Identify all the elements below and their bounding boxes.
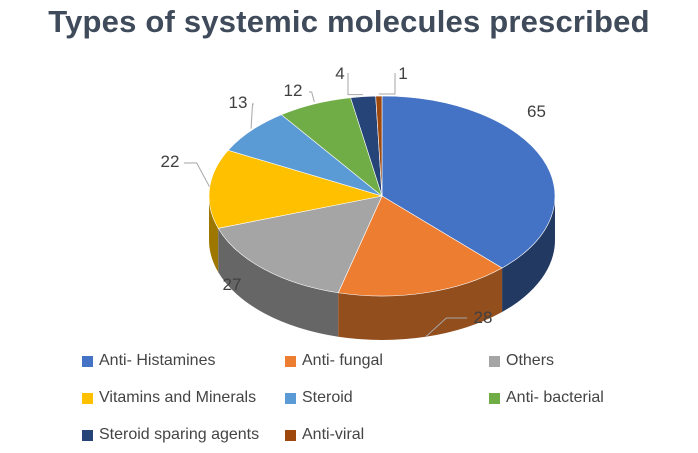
- pie-slice: [375, 95, 383, 197]
- leader-line: [425, 317, 467, 338]
- pie-slice: [337, 195, 503, 297]
- legend-label: Anti- fungal: [302, 352, 383, 369]
- data-label: 28: [474, 308, 493, 327]
- legend-swatch: [489, 355, 500, 367]
- pie-side-wall: [209, 196, 219, 273]
- pie-side-wall: [218, 228, 339, 337]
- data-label: 22: [161, 152, 180, 171]
- legend-swatch: [489, 392, 500, 404]
- data-label: 4: [335, 64, 344, 83]
- legend-item-others: Others: [489, 352, 554, 370]
- data-labels: 65 28 27 22 13 12 4 1: [161, 64, 546, 338]
- leader-line: [184, 162, 210, 187]
- leader-line: [378, 73, 396, 95]
- legend-item-anti-bacterial: Anti- bacterial: [489, 389, 604, 407]
- legend-item-anti-fungal: Anti- fungal: [285, 352, 383, 370]
- legend-swatch: [82, 392, 93, 404]
- leader-line: [250, 103, 254, 129]
- data-label: 27: [223, 275, 242, 294]
- pie-slice: [208, 149, 383, 229]
- data-label: 12: [284, 81, 303, 100]
- legend-label: Anti-viral: [302, 426, 365, 443]
- chart-title: Types of systemic molecules prescribed: [48, 4, 650, 39]
- legend-label: Others: [506, 352, 555, 369]
- legend-swatch: [285, 392, 296, 404]
- data-label: 1: [398, 64, 407, 83]
- data-label: 65: [527, 102, 546, 121]
- pie-chart: 65 28 27 22 13 12 4 1: [161, 64, 556, 340]
- pie-slice: [217, 195, 383, 294]
- pie-top: [208, 95, 556, 297]
- legend-item-anti-histamines: Anti- Histamines: [82, 352, 215, 370]
- legend-swatch: [82, 429, 93, 441]
- data-label: 13: [229, 93, 248, 112]
- pie-slice: [381, 95, 556, 269]
- legend-item-steroid: Steroid: [285, 389, 353, 407]
- pie-sides: [209, 196, 555, 340]
- leader-line: [309, 91, 315, 103]
- legend-label: Vitamins and Minerals: [99, 389, 257, 406]
- legend-label: Steroid: [302, 389, 353, 406]
- leader-line: [347, 73, 364, 96]
- legend-label: Anti- Histamines: [99, 352, 216, 369]
- legend-label: Steroid sparing agents: [99, 426, 260, 443]
- legend-swatch: [285, 355, 296, 367]
- legend-item-steroid-sparing-agents: Steroid sparing agents: [82, 426, 259, 444]
- legend-swatch: [285, 429, 296, 441]
- legend-label: Anti- bacterial: [506, 389, 604, 406]
- legend-item-anti-viral: Anti-viral: [285, 426, 364, 444]
- legend-swatch: [82, 355, 93, 367]
- pie-side-wall: [338, 267, 503, 340]
- pie-side-wall: [502, 196, 555, 312]
- legend-item-vitamins-and-minerals: Vitamins and Minerals: [82, 389, 256, 407]
